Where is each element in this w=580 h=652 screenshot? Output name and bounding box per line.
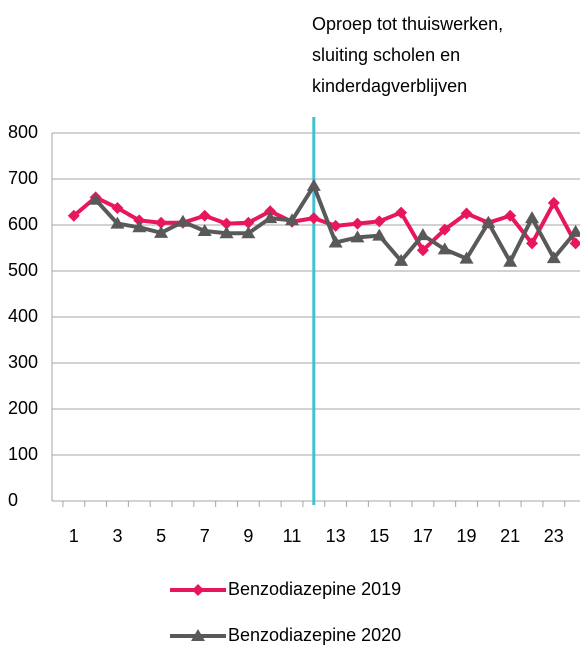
marker: [306, 178, 321, 191]
y-tick-label: 800: [8, 122, 38, 142]
marker: [504, 209, 517, 222]
marker: [192, 584, 204, 596]
annotation-text: Oproep tot thuiswerken,: [312, 14, 503, 34]
x-tick-label: 17: [413, 526, 433, 546]
marker: [111, 201, 124, 214]
marker: [328, 235, 343, 248]
marker: [416, 244, 429, 257]
marker: [175, 214, 190, 227]
marker: [110, 216, 125, 229]
x-tick-label: 7: [200, 526, 210, 546]
x-tick-label: 23: [544, 526, 564, 546]
marker: [219, 226, 234, 239]
y-tick-label: 400: [8, 306, 38, 326]
marker: [395, 206, 408, 219]
x-tick-label: 5: [156, 526, 166, 546]
marker: [132, 220, 147, 233]
marker: [241, 226, 256, 239]
marker: [351, 217, 364, 230]
marker: [242, 216, 255, 229]
legend-label: Benzodiazepine 2019: [228, 579, 401, 599]
marker: [154, 225, 169, 238]
x-tick-label: 15: [369, 526, 389, 546]
x-tick-label: 1: [69, 526, 79, 546]
marker: [67, 209, 80, 222]
marker: [155, 216, 168, 229]
x-tick-label: 3: [112, 526, 122, 546]
marker: [569, 237, 580, 250]
marker: [88, 192, 103, 205]
marker: [546, 251, 561, 264]
marker: [526, 237, 538, 250]
x-tick-label: 9: [243, 526, 253, 546]
marker: [503, 254, 518, 267]
marker: [481, 215, 496, 228]
x-tick-label: 19: [457, 526, 477, 546]
marker: [372, 228, 387, 241]
marker: [198, 209, 211, 222]
x-tick-label: 21: [500, 526, 520, 546]
y-tick-label: 500: [8, 260, 38, 280]
marker: [263, 211, 278, 224]
legend-label: Benzodiazepine 2020: [228, 625, 401, 645]
marker: [437, 242, 452, 255]
annotation-text: sluiting scholen en: [312, 45, 460, 65]
marker: [285, 213, 299, 226]
marker: [525, 211, 539, 224]
marker: [220, 217, 233, 230]
x-tick-label: 11: [283, 526, 302, 546]
marker: [197, 223, 212, 236]
marker: [307, 212, 320, 225]
marker: [459, 251, 474, 264]
marker: [350, 230, 365, 243]
annotation-text: kinderdagverblijven: [312, 76, 467, 96]
y-tick-label: 200: [8, 398, 38, 418]
y-tick-label: 0: [8, 490, 18, 510]
y-tick-label: 600: [8, 214, 38, 234]
marker: [415, 228, 430, 241]
marker: [547, 196, 560, 209]
marker: [191, 629, 205, 641]
marker: [438, 223, 451, 236]
x-tick-label: 13: [326, 526, 346, 546]
y-tick-label: 700: [8, 168, 38, 188]
y-tick-label: 100: [8, 444, 38, 464]
y-tick-label: 300: [8, 352, 38, 372]
marker: [373, 215, 386, 228]
marker: [329, 219, 342, 232]
marker: [568, 224, 580, 237]
marker: [460, 207, 473, 220]
marker: [394, 253, 409, 266]
